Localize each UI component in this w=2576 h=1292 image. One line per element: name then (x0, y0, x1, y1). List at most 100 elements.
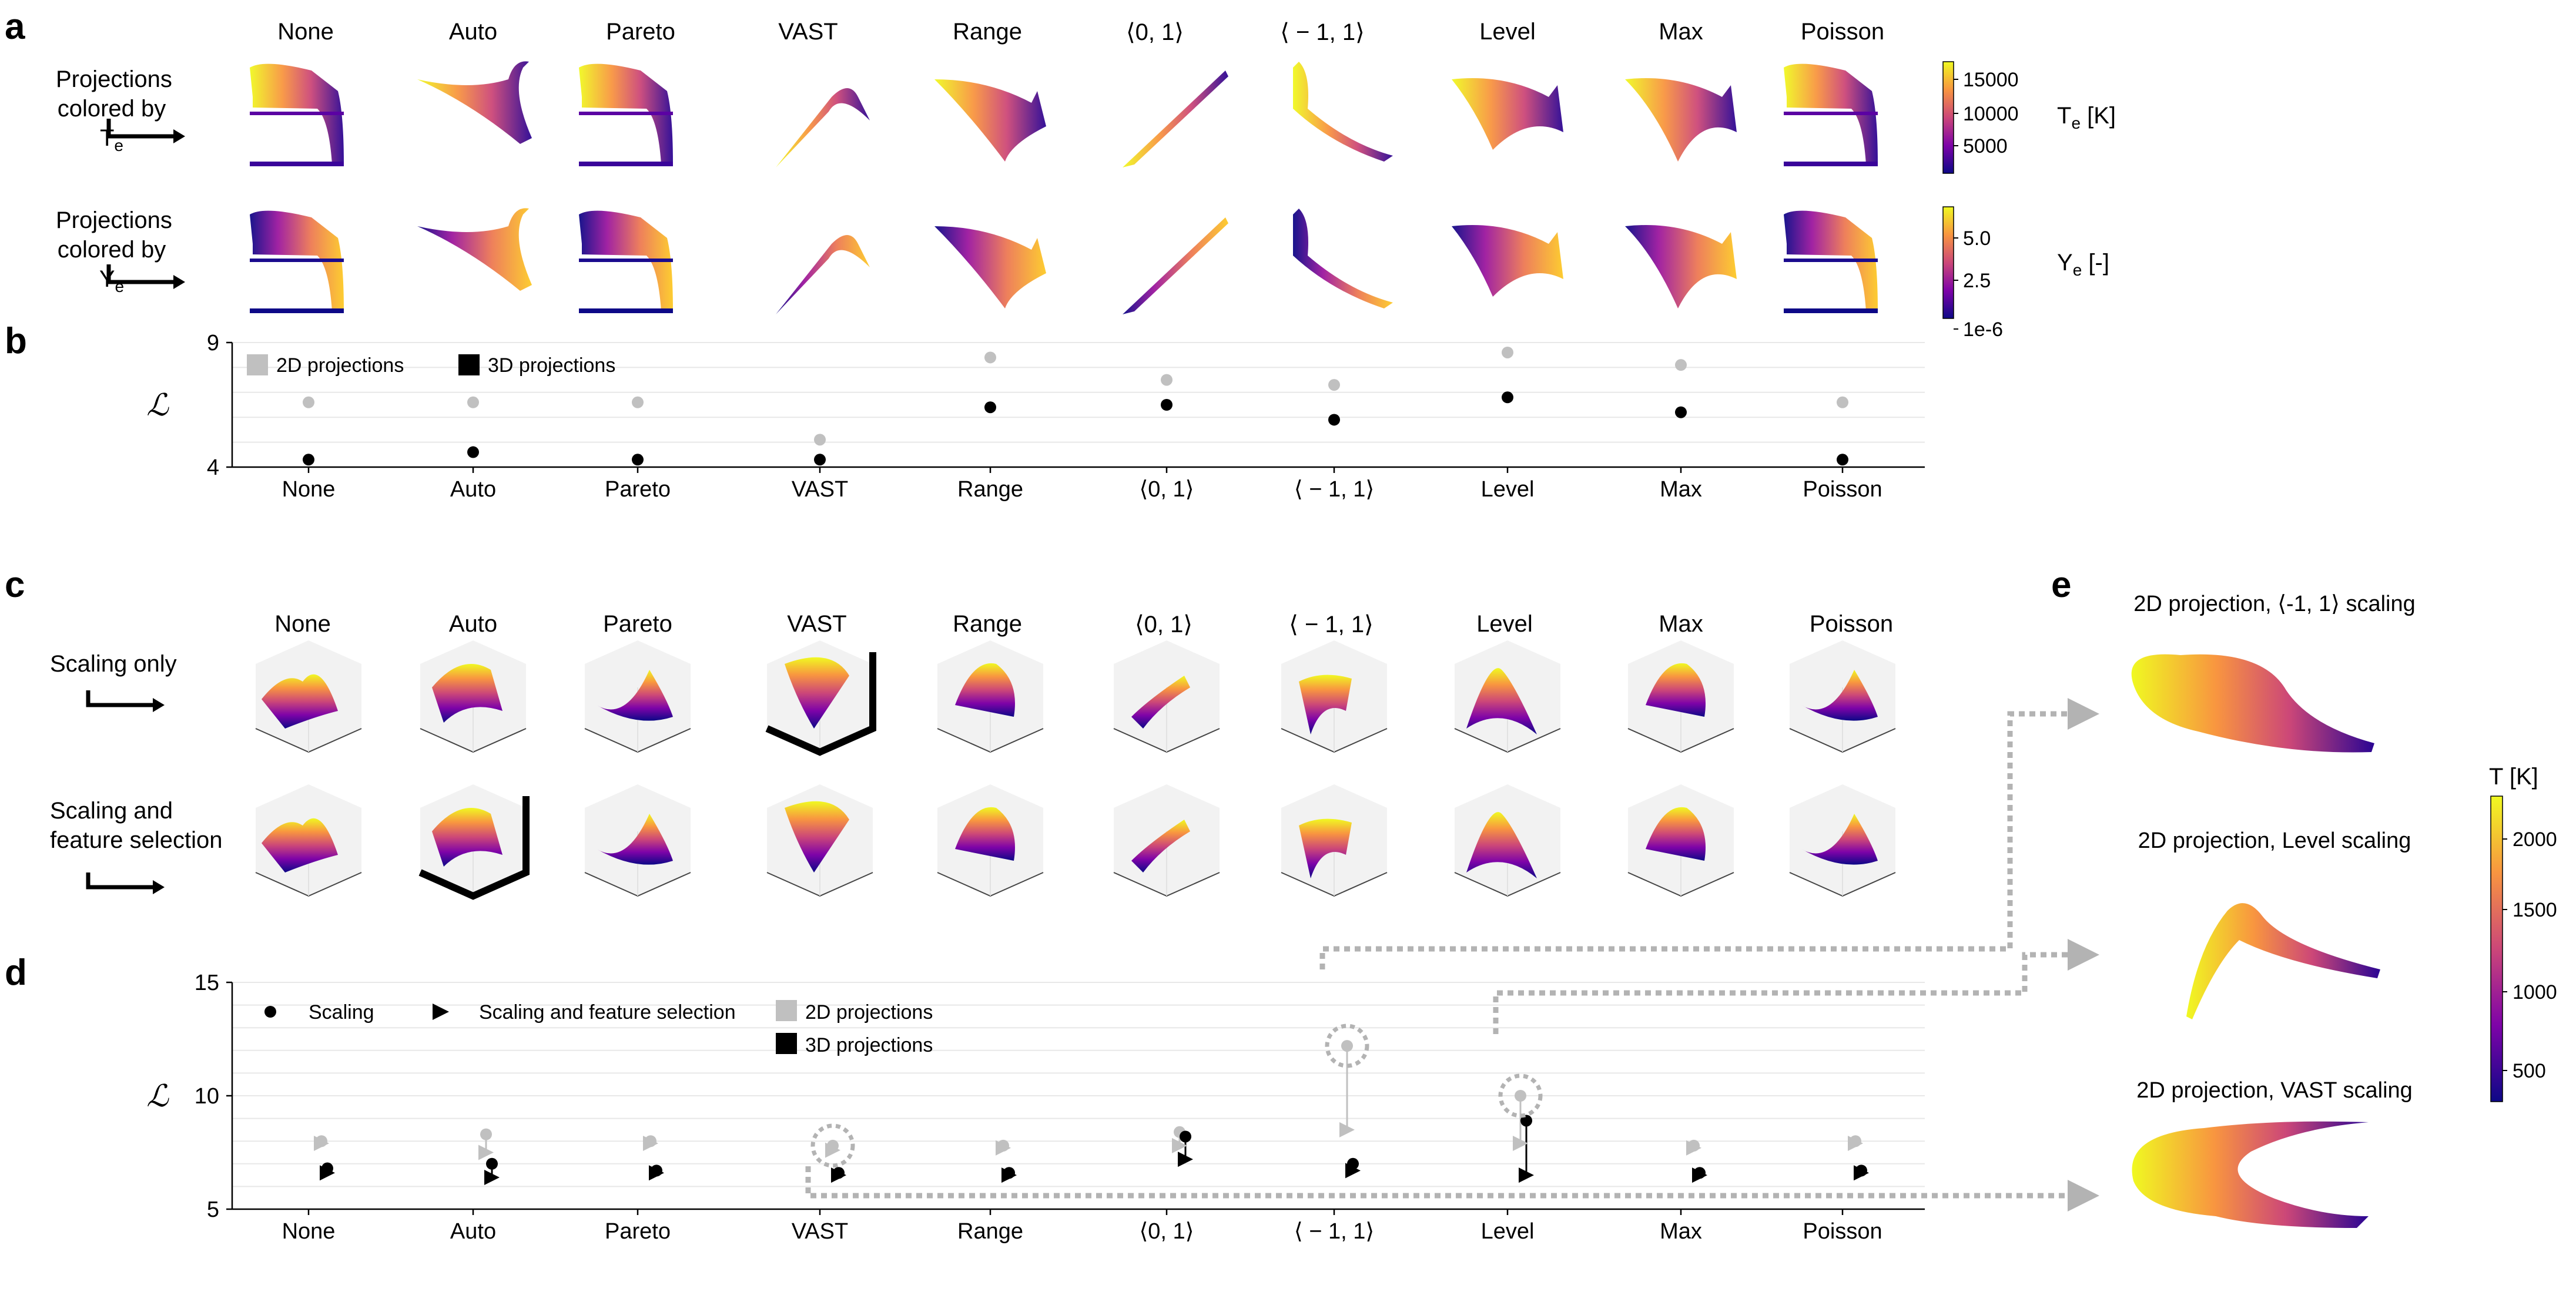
a-column-header: None (277, 19, 334, 45)
surface-thumbnail (1454, 640, 1561, 753)
panel-a-group: 15000 10000 5000 5.0 2.5 1e-6 (106, 61, 2019, 341)
x-tick-label: Auto (450, 477, 496, 502)
e-projection (2186, 903, 2380, 1019)
data-point-selection-2d (825, 1142, 840, 1158)
projection-shape (776, 235, 870, 314)
projection-shape (776, 88, 870, 167)
highlight-ring (810, 1123, 855, 1168)
data-point-3d (632, 454, 644, 466)
x-tick-label: VAST (792, 477, 848, 502)
e-title-1: 2D projection, ⟨-1, 1⟩ scaling (2133, 592, 2416, 616)
y-tick-label: 9 (207, 331, 219, 355)
panel-letter-a: a (5, 6, 25, 47)
connector-arrow (805, 1166, 2099, 1212)
projection-thumbnail (934, 79, 1046, 162)
panel-letter-d: d (5, 952, 27, 993)
projection-shape (934, 79, 1046, 162)
legend-label-3d: 3D projections (805, 1034, 933, 1056)
projection-base-band (1784, 308, 1878, 313)
projection-thumbnail (1123, 217, 1228, 314)
projection-thumbnail (417, 208, 532, 291)
colorbar-tick-label: 2.5 (1963, 270, 1991, 292)
projection-thumbnail (1452, 225, 1563, 297)
surface-shape (1801, 670, 1878, 721)
data-point-3d (467, 446, 479, 458)
colorbar-tick-label: 10000 (1963, 103, 2019, 125)
data-point-2d (1675, 359, 1687, 371)
x-tick-label: Range (957, 477, 1023, 502)
data-point-3d (1837, 454, 1848, 466)
highlight-axes (765, 652, 876, 756)
data-point-selection-2d (996, 1140, 1011, 1156)
x-tick-label: None (282, 1219, 336, 1244)
projection-shape (1123, 217, 1228, 314)
row-arrow-head (153, 698, 165, 712)
surface-shape (955, 807, 1015, 861)
data-point-2d (1328, 379, 1340, 391)
x-tick-label: ⟨0, 1⟩ (1139, 1219, 1194, 1244)
surface-shape (432, 808, 503, 867)
data-point-3d (303, 454, 314, 466)
projection-thumbnail (579, 63, 673, 166)
row-arrow-line (106, 264, 173, 284)
e-cbar-title: T [K] (2489, 764, 2538, 790)
c-column-header: Pareto (603, 611, 672, 637)
e-colorbar-tick-label: 1500 (2513, 899, 2557, 921)
c-column-header: Auto (448, 611, 498, 637)
projection-shape (1452, 78, 1563, 150)
surface-shape (1646, 807, 1706, 861)
y-tick-label: 4 (207, 455, 219, 480)
e-title-3: 2D projection, VAST scaling (2136, 1078, 2413, 1103)
e-colorbar (2490, 796, 2503, 1102)
projection-shape (934, 226, 1046, 308)
data-point-2d (632, 396, 644, 408)
cbar1-title-unit: [K] (2081, 103, 2116, 129)
data-point-selection-3d (320, 1165, 335, 1181)
panel-c-group (86, 640, 1896, 900)
projection-shape (1452, 225, 1563, 297)
legend-swatch-2d (776, 1000, 797, 1021)
data-point-2d (984, 351, 996, 364)
data-point-selection-3d (1001, 1167, 1017, 1183)
projection-base-band (1784, 112, 1878, 115)
projection-thumbnail (1452, 78, 1563, 150)
surface-thumbnail (1281, 640, 1388, 753)
panel-letter-b: b (5, 321, 27, 361)
c-column-header: Level (1476, 611, 1533, 637)
projection-shape (1293, 209, 1393, 308)
e-projection-shape (2131, 654, 2374, 753)
a-column-header: Range (953, 19, 1022, 45)
x-tick-label: Range (957, 1219, 1023, 1244)
colorbar-tick-label: 5000 (1963, 135, 2008, 157)
projection-base-band (579, 259, 673, 262)
a-column-header: Max (1659, 19, 1703, 45)
projection-shape (1784, 210, 1878, 311)
legend-swatch-3d (776, 1033, 797, 1054)
surface-shape (1466, 812, 1537, 878)
data-point-selection-3d (649, 1165, 664, 1181)
row-arrow-head (173, 129, 185, 143)
a-cbar2-title: Ye [-] (2057, 250, 2109, 280)
c-row1-label: Scaling only (50, 649, 209, 679)
x-tick-label: None (282, 477, 336, 502)
data-point-scaling-2d (1341, 1040, 1353, 1052)
cbar1-title-text: T (2057, 103, 2072, 129)
projection-shape (250, 63, 344, 165)
x-tick-label: Auto (450, 1219, 496, 1244)
connector-arrow (1319, 698, 2099, 969)
surface-thumbnail (1454, 784, 1561, 897)
c-row2-label: Scaling and feature selection (50, 796, 244, 855)
a-column-header: Pareto (606, 19, 675, 45)
projection-thumbnail (776, 235, 870, 314)
surface-thumbnail (255, 784, 362, 897)
projection-thumbnail (579, 210, 673, 313)
data-point-2d (814, 434, 826, 446)
c-column-header: Range (953, 611, 1022, 637)
a-cbar1-title: Te [K] (2057, 103, 2116, 133)
a-row1-label-sub: e (114, 136, 123, 155)
projection-shape (579, 210, 673, 311)
data-point-selection-2d (1339, 1122, 1355, 1137)
surface-shape (262, 674, 338, 729)
projection-thumbnail (1784, 63, 1878, 166)
